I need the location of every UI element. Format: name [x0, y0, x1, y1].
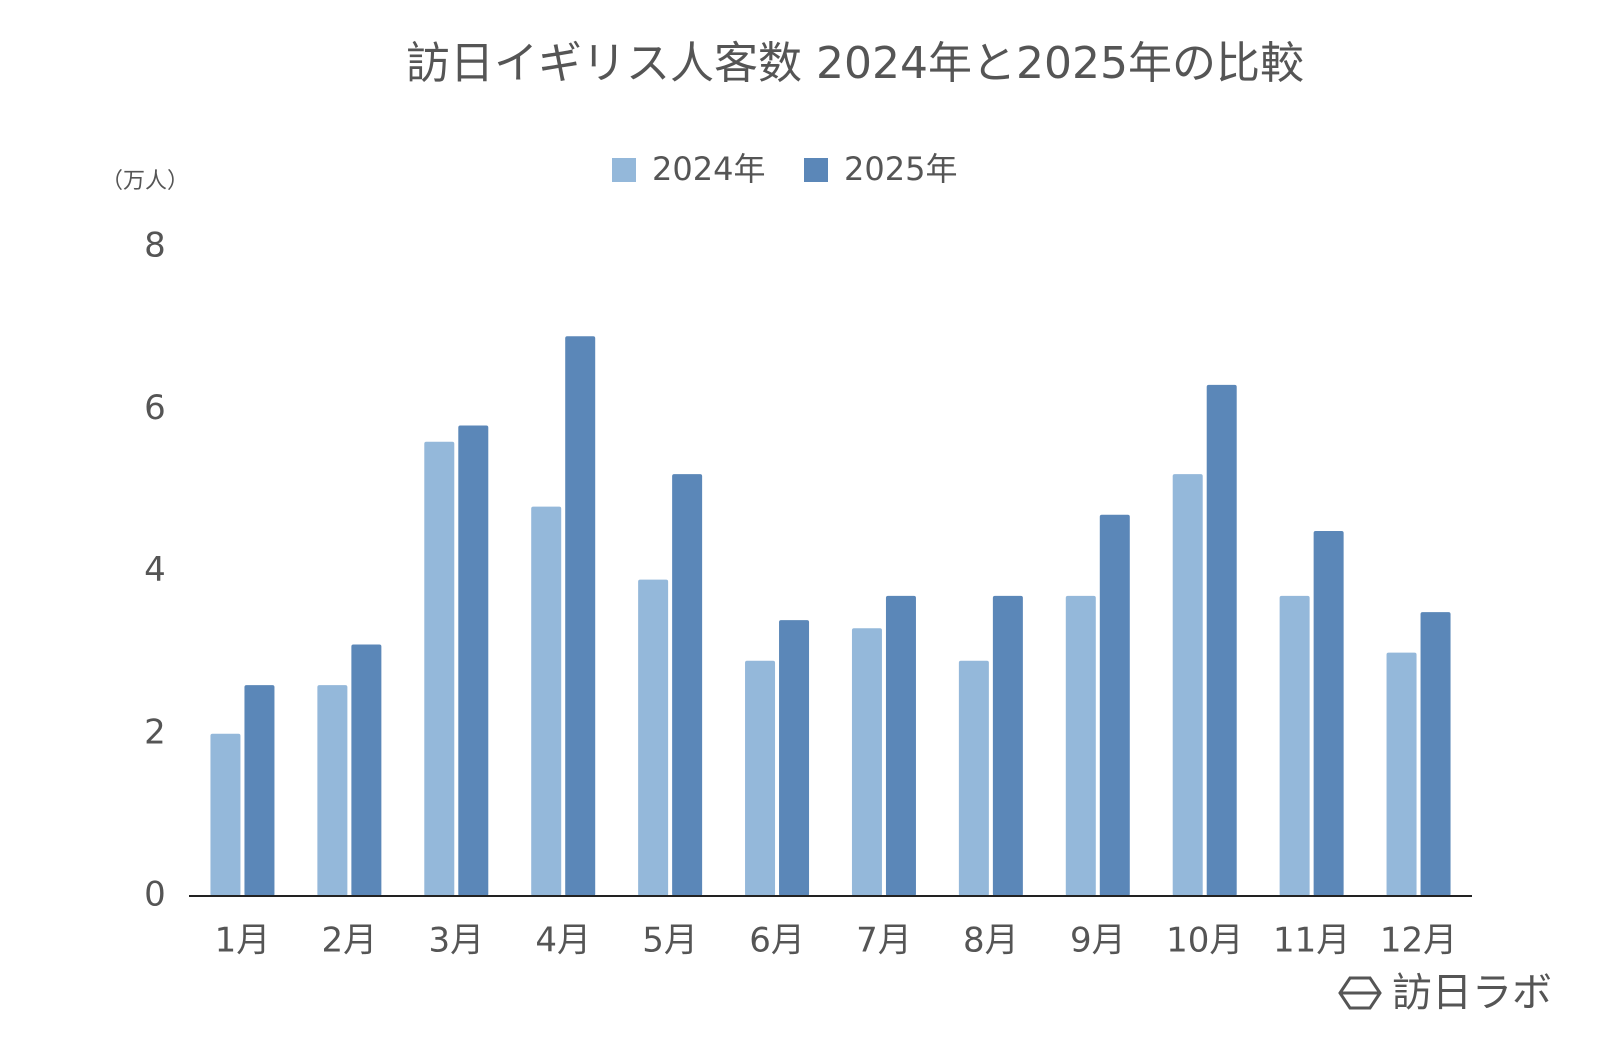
watermark-logo: 訪日ラボ: [1338, 970, 1552, 1016]
bar: [458, 425, 489, 896]
bar: [210, 733, 241, 896]
x-tick-label: 9月: [1070, 921, 1126, 961]
y-unit-label: （万人）: [101, 169, 189, 194]
bar: [992, 595, 1023, 896]
watermark: 訪日ラボ: [1392, 970, 1552, 1016]
bar: [672, 474, 703, 896]
bar: [244, 685, 275, 896]
x-tick-label: 1月: [215, 921, 271, 961]
y-tick-label: 8: [144, 226, 166, 266]
bar: [351, 644, 382, 896]
y-tick-label: 0: [144, 875, 166, 915]
x-tick-label: 5月: [642, 921, 698, 961]
bar: [1386, 652, 1417, 896]
bar: [1313, 530, 1344, 896]
bar: [1206, 384, 1237, 896]
bar: [424, 441, 455, 896]
bar: [885, 595, 916, 896]
x-tick-label: 8月: [963, 921, 1019, 961]
bar: [851, 628, 882, 896]
bar: [1279, 595, 1310, 896]
x-tick-label: 11月: [1273, 921, 1350, 961]
x-tick-label: 12月: [1380, 921, 1457, 961]
bar: [1172, 474, 1203, 896]
bar: [638, 579, 669, 896]
bar: [1065, 595, 1096, 896]
bar: [779, 620, 810, 896]
x-tick-label: 2月: [322, 921, 378, 961]
bar: [745, 660, 776, 896]
x-tick-label: 10月: [1166, 921, 1243, 961]
bar: [531, 506, 562, 896]
y-tick-label: 4: [144, 550, 166, 590]
chart-title: 訪日イギリス人客数 2024年と2025年の比較: [406, 38, 1304, 89]
bar: [1420, 612, 1451, 896]
bar: [1099, 514, 1130, 896]
x-tick-label: 4月: [535, 921, 591, 961]
x-tick-label: 7月: [856, 921, 912, 961]
bar: [317, 685, 348, 896]
bar: [565, 336, 596, 896]
x-tick-label: 6月: [749, 921, 805, 961]
legend-swatch: [804, 158, 828, 182]
legend-swatch: [612, 158, 636, 182]
x-tick-label: 3月: [428, 921, 484, 961]
legend-label: 2025年: [844, 150, 957, 188]
legend-label: 2024年: [652, 150, 765, 188]
bar: [958, 660, 989, 896]
y-tick-label: 2: [144, 712, 166, 752]
y-tick-label: 6: [144, 388, 166, 428]
